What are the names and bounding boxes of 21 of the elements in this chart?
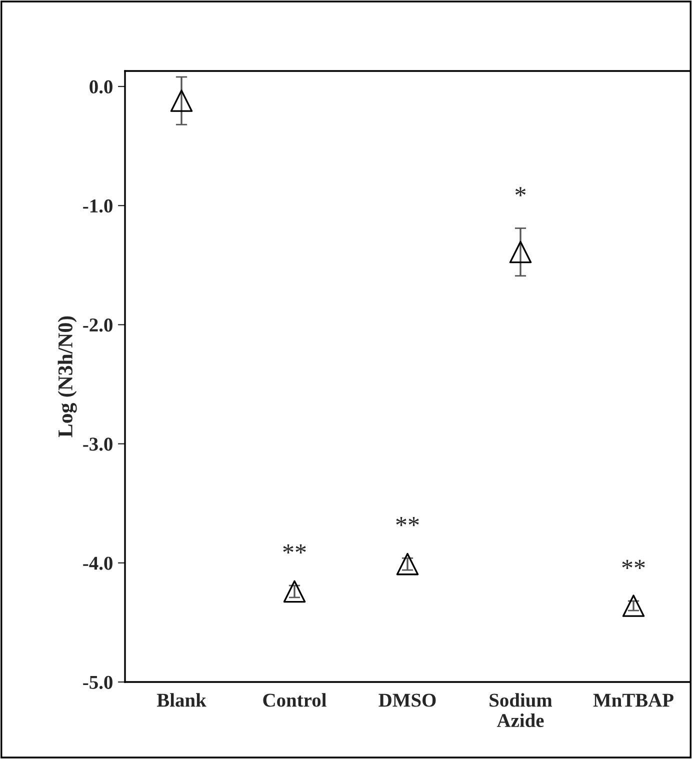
y-tick-label: -4.0 (83, 556, 112, 570)
point (170, 90, 193, 112)
y-tick-label: -5.0 (83, 676, 112, 690)
y-tick-label: -2.0 (83, 318, 112, 332)
annotation: ** (396, 516, 419, 526)
point (509, 240, 532, 264)
x-tick-label: Blank (156, 693, 206, 707)
annotation: ** (283, 544, 306, 554)
x-tick-label: DMSO (378, 694, 436, 707)
point (396, 552, 419, 576)
x-tick-label: Control (263, 693, 326, 707)
x-tick-label: Sodium Azide (490, 693, 552, 728)
x-tick-label: MnTBAP (593, 694, 674, 707)
y-axis-title: Log (N3h/N0) (58, 316, 77, 438)
point (622, 594, 645, 617)
point (283, 580, 306, 603)
annotation: ** (622, 560, 645, 570)
y-tick-label: -3.0 (83, 438, 112, 451)
annotation: * (515, 187, 526, 196)
y-tick-label: 0.0 (90, 80, 112, 94)
y-tick-label: -1.0 (83, 199, 112, 213)
